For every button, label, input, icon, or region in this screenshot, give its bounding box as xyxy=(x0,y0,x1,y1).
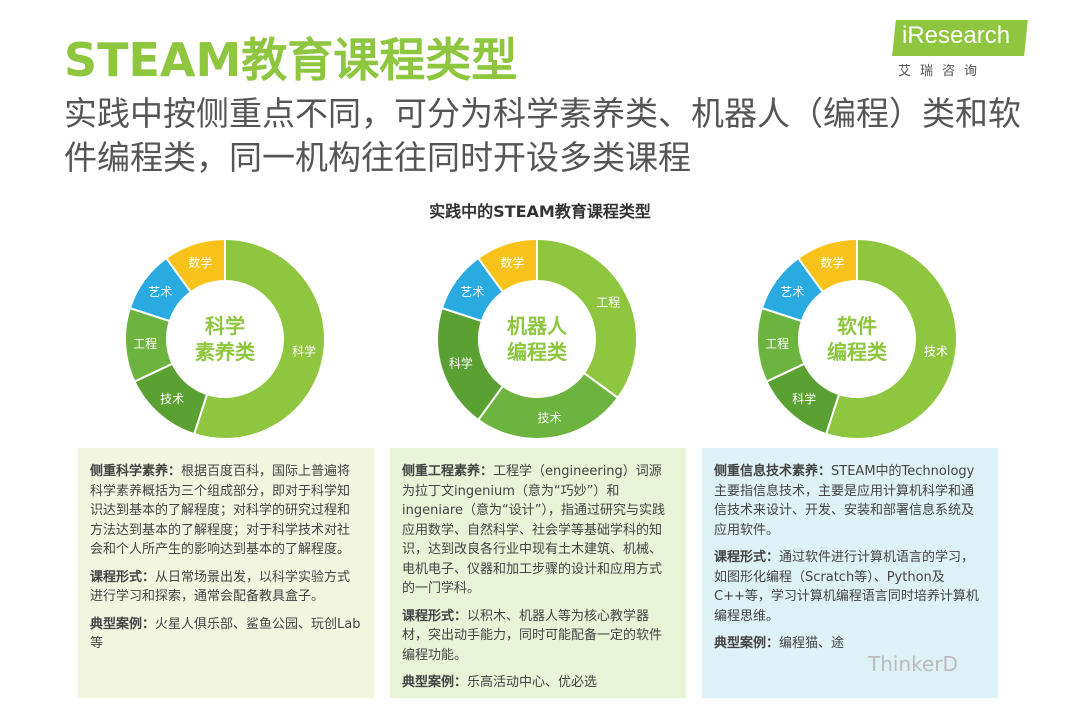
donut-1-center-label-2: 素养类 xyxy=(195,340,255,364)
donut-2-slice-4-label: 艺术 xyxy=(460,285,484,299)
donut-2-slice-2-label: 技术 xyxy=(538,411,562,425)
donut-1-slice-1 xyxy=(192,237,326,440)
donut-3-slice-5-label: 数学 xyxy=(820,255,844,270)
donut-2-slice-1 xyxy=(536,237,638,400)
chart-title: 实践中的STEAM教育课程类型 xyxy=(429,202,651,221)
donut-3-center-label-1: 软件 xyxy=(837,314,877,338)
donut-2-slice-5-label: 数学 xyxy=(500,255,524,270)
donut-3-slice-4-label: 艺术 xyxy=(780,285,804,299)
donut-2-slice-3-label: 科学 xyxy=(449,356,473,371)
donut-1-slice-1-label: 科学 xyxy=(292,344,316,359)
donut-1-slice-2-label: 技术 xyxy=(160,392,184,406)
panel-2-form-text: 以积木、机器人等为核心教学器材，突出动手能力，同时可能配备一定的软件编程功能。 xyxy=(402,608,663,663)
donut-3-center-label-2: 编程类 xyxy=(827,340,887,364)
panel-2-case-text: 乐高活动中心、优必选 xyxy=(467,675,598,690)
donut-1-slice-3-label: 工程 xyxy=(133,336,157,351)
donut-2-center-label-2: 编程类 xyxy=(507,340,567,364)
panel-3-form-label: 课程形式： xyxy=(714,550,780,565)
panel-1-case-text: 火星人俱乐部、鲨鱼公园、玩创Lab等 xyxy=(90,616,361,652)
panel-1-focus-label: 侧重科学素养： xyxy=(90,464,182,479)
donut-1-slice-5-label: 数学 xyxy=(188,255,212,270)
watermark: ThinkerD xyxy=(868,652,958,676)
page-subtitle: 实践中按侧重点不同，可分为科学素养类、机器人（编程）类和软件编程类，同一机构往往… xyxy=(64,94,1021,177)
panel-3-form-text: 通过软件进行计算机语言的学习，如图形化编程（Scratch等）、Python及C… xyxy=(714,550,979,624)
donut-3-slice-3-label: 工程 xyxy=(765,336,789,351)
panel-robot: 侧重工程素养：工程学（engineering）词源为拉丁文ingenium（意为… xyxy=(390,448,686,698)
donut-3-slice-2-label: 科学 xyxy=(792,391,816,406)
donut-2-center-label-1: 机器人 xyxy=(507,314,568,338)
panel-1-case-label: 典型案例： xyxy=(90,616,156,632)
logo-brand: iResearch xyxy=(902,22,1011,49)
panel-1-form-text: 从日常场景出发，以科学实验方式进行学习和探索，通常会配备教具盒子。 xyxy=(90,569,351,605)
panel-3-case-text: 编程猫、途 xyxy=(779,636,845,651)
panel-1-form-label: 课程形式： xyxy=(90,569,156,585)
donut-2-slice-1-label: 工程 xyxy=(596,295,620,310)
iresearch-logo: iResearch 艾瑞咨询 xyxy=(892,18,1034,80)
panel-3-case-label: 典型案例： xyxy=(714,636,780,651)
panel-3-focus-text: STEAM中的Technology主要指信息技术，主要是应用计算机科学和通信技术… xyxy=(714,464,975,538)
panel-2-case-label: 典型案例： xyxy=(402,675,468,690)
page-title: STEAM教育课程类型 xyxy=(64,33,518,87)
panel-2-form-label: 课程形式： xyxy=(402,608,468,624)
donut-3-slice-5 xyxy=(796,237,858,294)
donut-3-slice-1 xyxy=(824,237,958,440)
donut-1-slice-4-label: 艺术 xyxy=(148,285,172,299)
donut-3-slice-1-label: 技术 xyxy=(924,345,948,359)
donut-2-slice-5 xyxy=(476,237,538,294)
panel-3-focus-label: 侧重信息技术素养： xyxy=(714,464,832,479)
panel-2-focus-text: 工程学（engineering）词源为拉丁文ingenium（意为“巧妙”）和i… xyxy=(402,464,665,596)
panel-science: 侧重科学素养：根据百度百科，国际上普遍将科学素养概括为三个组成部分，即对于科学知… xyxy=(78,448,374,698)
panel-1-focus-text: 根据百度百科，国际上普遍将科学素养概括为三个组成部分，即对于科学知识达到基本的了… xyxy=(90,464,351,557)
donut-1-center-label-1: 科学 xyxy=(205,314,245,338)
panel-software: 侧重信息技术素养：STEAM中的Technology主要指信息技术，主要是应用计… xyxy=(702,448,998,698)
logo-cn: 艾瑞咨询 xyxy=(898,64,987,79)
donut-1-slice-5 xyxy=(164,237,226,294)
panel-2-focus-label: 侧重工程素养： xyxy=(402,464,494,479)
